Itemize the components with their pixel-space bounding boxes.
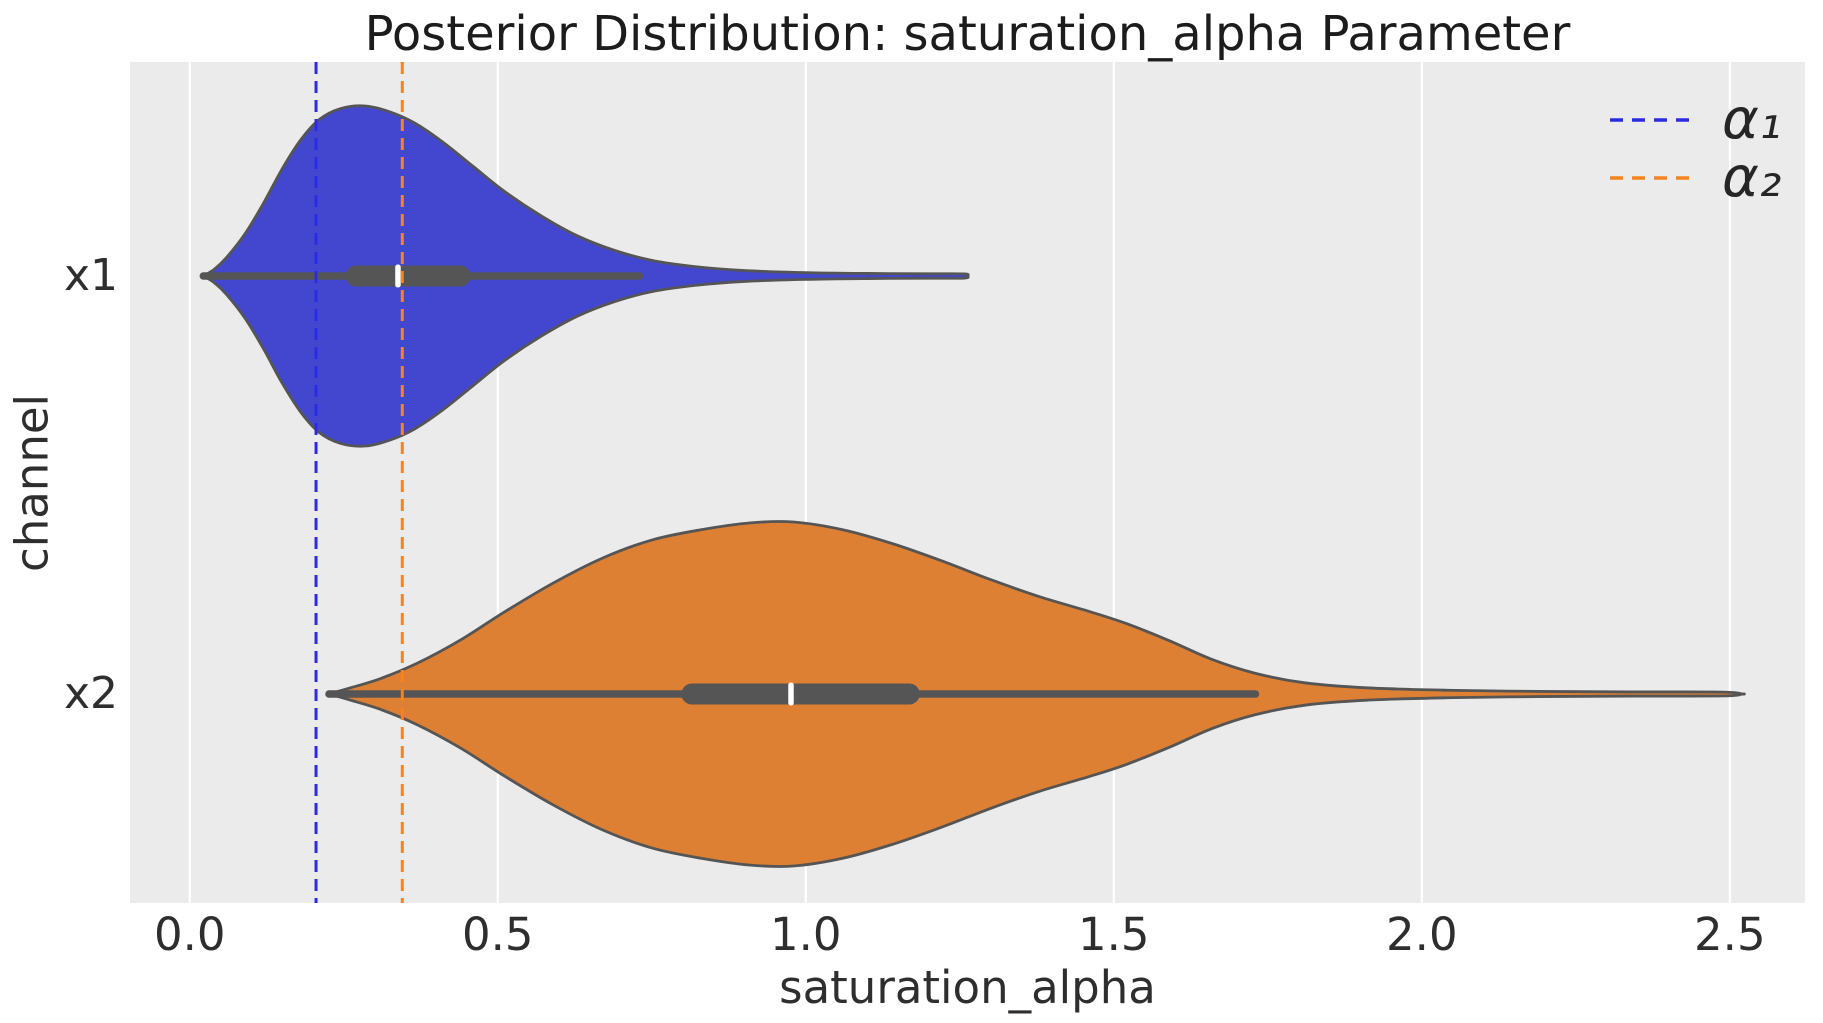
legend-dashed-line-icon bbox=[1610, 176, 1694, 180]
median-tick-x1 bbox=[395, 264, 401, 288]
x-tick-label: 2.0 bbox=[1386, 908, 1458, 961]
x-tick-label: 1.0 bbox=[769, 908, 842, 961]
legend-label: α₁ bbox=[1722, 87, 1782, 152]
y-tick-label-x2: x2 bbox=[63, 668, 118, 719]
median-tick-x2 bbox=[788, 682, 794, 706]
chart-title: Posterior Distribution: saturation_alpha… bbox=[364, 6, 1571, 62]
x-tick-label: 0.0 bbox=[153, 908, 226, 961]
iqr-box-x2 bbox=[681, 683, 920, 705]
legend-dashed-line-icon bbox=[1610, 118, 1694, 122]
legend-label: α₂ bbox=[1722, 145, 1782, 210]
y-axis-label: channel bbox=[5, 393, 59, 573]
y-tick-label-x1: x1 bbox=[63, 250, 118, 301]
x-tick-label: 0.5 bbox=[461, 908, 534, 961]
legend-entry-alpha2: α₂ bbox=[1608, 150, 1781, 206]
x-tick-label: 2.5 bbox=[1694, 908, 1766, 961]
iqr-box-x1 bbox=[345, 265, 471, 287]
x-tick-label: 1.5 bbox=[1078, 908, 1150, 961]
x-axis-label: saturation_alpha bbox=[779, 961, 1156, 1014]
legend-entry-alpha1: α₁ bbox=[1608, 92, 1781, 148]
